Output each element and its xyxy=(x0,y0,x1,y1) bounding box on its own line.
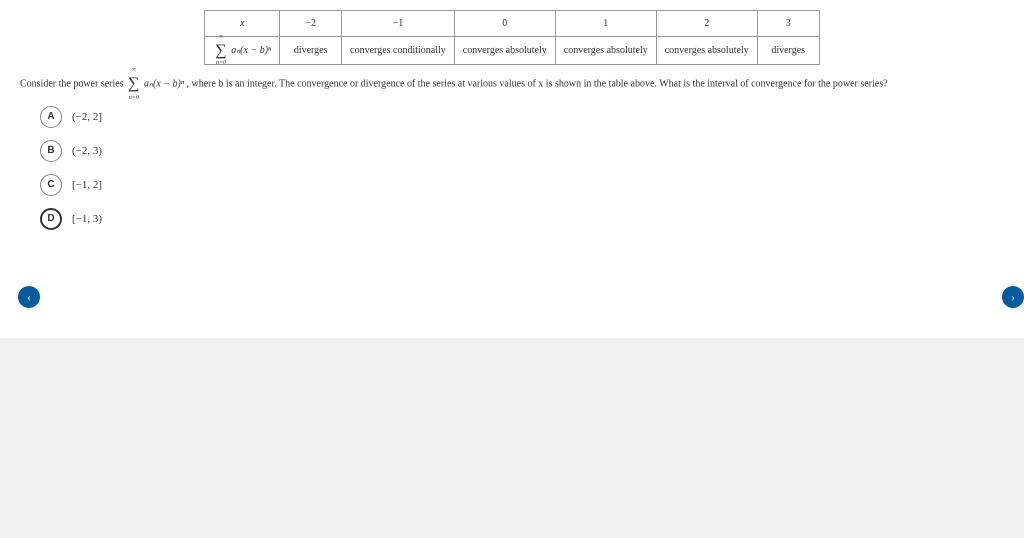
table-row: ∑ ∞ n=0 aₙ(x − b)ⁿ diverges converges co… xyxy=(205,37,819,65)
question-rest: , where b is an integer. The convergence… xyxy=(186,79,887,90)
chevron-left-icon: ‹ xyxy=(27,290,31,305)
conv-cell: converges absolutely xyxy=(454,37,555,65)
chevron-right-icon: › xyxy=(1011,290,1015,305)
question-series-expr: aₙ(x − b)ⁿ xyxy=(144,79,184,90)
prev-button[interactable]: ‹ xyxy=(18,286,40,308)
question-prefix: Consider the power series xyxy=(20,79,126,90)
next-button[interactable]: › xyxy=(1002,286,1024,308)
header-cell: 0 xyxy=(454,11,555,37)
series-formula-cell: ∑ ∞ n=0 aₙ(x − b)ⁿ xyxy=(205,37,280,65)
question-text: Consider the power series ∑ ∞ n=0 aₙ(x −… xyxy=(0,65,1024,105)
header-cell: 3 xyxy=(757,11,819,37)
option-c[interactable]: C [−1, 2] xyxy=(40,174,1024,196)
header-cell: −2 xyxy=(280,11,342,37)
conv-cell: diverges xyxy=(757,37,819,65)
option-b[interactable]: B (−2, 3) xyxy=(40,140,1024,162)
conv-cell: diverges xyxy=(280,37,342,65)
sum-lower: n=0 xyxy=(216,60,226,67)
option-letter: A xyxy=(40,106,62,128)
option-text: (−2, 2] xyxy=(72,111,102,123)
option-a[interactable]: A (−2, 2] xyxy=(40,106,1024,128)
option-letter: C xyxy=(40,174,62,196)
conv-cell: converges absolutely xyxy=(555,37,656,65)
header-cell: 1 xyxy=(555,11,656,37)
option-letter: D xyxy=(40,208,62,230)
option-text: [−1, 2] xyxy=(72,179,102,191)
options-list: A (−2, 2] B (−2, 3) C [−1, 2] D [−1, 3) xyxy=(0,106,1024,230)
option-text: [−1, 3) xyxy=(72,213,102,225)
option-letter: B xyxy=(40,140,62,162)
series-expr: aₙ(x − b)ⁿ xyxy=(231,45,271,56)
option-d[interactable]: D [−1, 3) xyxy=(40,208,1024,230)
sum-upper: ∞ xyxy=(132,66,136,74)
header-cell: 2 xyxy=(656,11,757,37)
footer-area xyxy=(0,338,1024,538)
conv-cell: converges conditionally xyxy=(342,37,455,65)
sum-upper: ∞ xyxy=(219,34,223,41)
table-row: x −2 −1 0 1 2 3 xyxy=(205,11,819,37)
option-text: (−2, 3) xyxy=(72,145,102,157)
sum-lower: n=0 xyxy=(129,94,139,102)
convergence-table: x −2 −1 0 1 2 3 ∑ ∞ n=0 aₙ(x − b)ⁿ diver… xyxy=(204,10,819,65)
header-cell: −1 xyxy=(342,11,455,37)
header-x: x xyxy=(205,11,280,37)
conv-cell: converges absolutely xyxy=(656,37,757,65)
